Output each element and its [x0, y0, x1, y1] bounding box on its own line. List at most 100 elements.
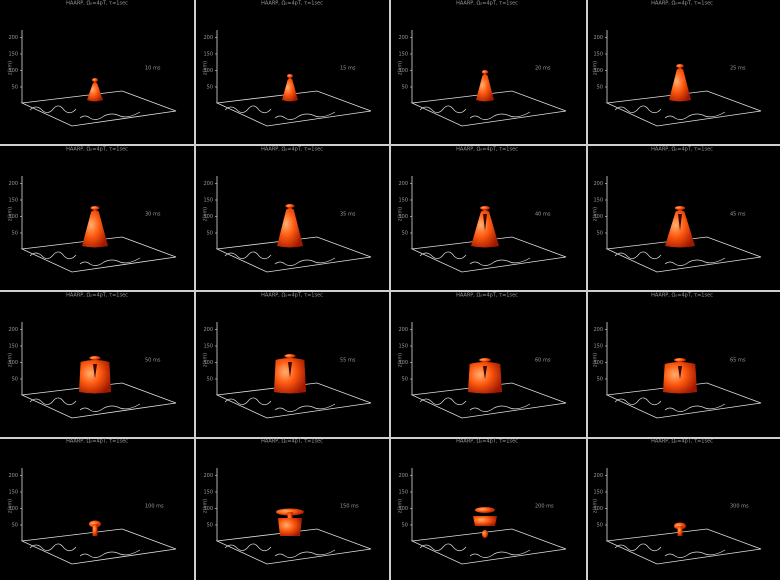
- axis-label: z(km): [203, 61, 209, 75]
- panel-title: HAARP, Ω₀=4pT, τ=1sec: [651, 439, 713, 445]
- tick-label: 150: [203, 198, 213, 204]
- tick-label: 100: [398, 214, 408, 220]
- coastline: [224, 397, 336, 412]
- tick-label: 150: [398, 490, 408, 496]
- panel: HAARP, Ω₀=4pT, τ=1sec 30 ms z(km) 50 100 150 2…: [8, 147, 177, 273]
- tick-label: 100: [8, 214, 18, 220]
- coastline: [614, 397, 726, 412]
- axis-label: z(km): [398, 207, 404, 221]
- panel: HAARP, Ω₀=4pT, τ=1sec 100 ms z(km) 50 100 150…: [8, 439, 177, 565]
- tick-label: 200: [593, 181, 603, 187]
- axis-label: z(km): [8, 353, 14, 367]
- floor: [410, 528, 567, 565]
- tick-label: 200: [398, 181, 408, 187]
- time-label: 55 ms: [340, 358, 356, 364]
- panel-title: HAARP, Ω₀=4pT, τ=1sec: [261, 439, 323, 445]
- plume: [276, 508, 304, 536]
- plume-top: [92, 78, 98, 82]
- plume: [87, 78, 103, 102]
- plume-top: [89, 356, 101, 360]
- plume: [674, 522, 686, 536]
- axis-label: z(km): [398, 61, 404, 75]
- plume-body: [476, 74, 494, 102]
- tick-label: 200: [203, 473, 213, 479]
- panel-title: HAARP, Ω₀=4pT, τ=1sec: [66, 1, 128, 7]
- tick-label: 50: [597, 377, 603, 383]
- time-label: 45 ms: [730, 212, 746, 218]
- plume-body: [669, 68, 691, 102]
- tick-label: 100: [8, 68, 18, 74]
- tick-label: 150: [8, 198, 18, 204]
- time-label: 20 ms: [535, 66, 551, 72]
- panel-title: HAARP, Ω₀=4pT, τ=1sec: [261, 147, 323, 153]
- panel-title: HAARP, Ω₀=4pT, τ=1sec: [261, 1, 323, 7]
- plume-stem: [92, 524, 98, 536]
- coastline: [224, 543, 336, 558]
- plume-body: [82, 210, 108, 248]
- panel-title: HAARP, Ω₀=4pT, τ=1sec: [66, 293, 128, 299]
- plume-gap: [483, 366, 487, 380]
- tick-label: 200: [593, 473, 603, 479]
- coastline: [419, 251, 531, 266]
- tick-label: 100: [398, 68, 408, 74]
- tick-label: 50: [597, 523, 603, 529]
- tick-label: 150: [593, 198, 603, 204]
- axis-label: z(km): [203, 353, 209, 367]
- panel: HAARP, Ω₀=4pT, τ=1sec 300 ms z(km) 50 100 150…: [593, 439, 762, 565]
- tick-label: 50: [12, 377, 18, 383]
- tick-label: 150: [593, 490, 603, 496]
- tick-label: 200: [8, 327, 18, 333]
- tick-label: 50: [402, 85, 408, 91]
- plume: [274, 354, 306, 394]
- coastline: [419, 543, 531, 558]
- coastline: [614, 251, 726, 266]
- plume-gap: [483, 214, 487, 231]
- tick-label: 50: [12, 523, 18, 529]
- coastline: [614, 105, 726, 120]
- axis-label: z(km): [593, 353, 599, 367]
- tick-label: 150: [8, 344, 18, 350]
- tick-label: 100: [203, 360, 213, 366]
- coastline: [224, 105, 336, 120]
- axis-label: z(km): [8, 499, 14, 513]
- coastline: [419, 397, 531, 412]
- panel-title: HAARP, Ω₀=4pT, τ=1sec: [651, 147, 713, 153]
- tick-label: 50: [402, 377, 408, 383]
- tick-label: 100: [203, 68, 213, 74]
- panel: HAARP, Ω₀=4pT, τ=1sec 20 ms z(km) 50 100 150 2…: [398, 1, 567, 127]
- axis-label: z(km): [8, 207, 14, 221]
- plume: [82, 206, 108, 248]
- plume-top: [676, 64, 684, 68]
- panel: HAARP, Ω₀=4pT, τ=1sec 40 ms z(km) 50 100 150 2…: [398, 147, 567, 273]
- plume-body: [277, 208, 303, 248]
- tick-label: 100: [398, 506, 408, 512]
- panel: HAARP, Ω₀=4pT, τ=1sec 25 ms z(km) 50 100 150 2…: [593, 1, 762, 127]
- time-label: 200 ms: [535, 504, 554, 510]
- panel: HAARP, Ω₀=4pT, τ=1sec 15 ms z(km) 50 100 150 2…: [203, 1, 372, 127]
- plume-gap: [288, 362, 292, 378]
- tick-label: 100: [203, 214, 213, 220]
- coastline: [614, 543, 726, 558]
- axis-label: z(km): [203, 207, 209, 221]
- tick-label: 50: [12, 231, 18, 237]
- plume-top: [287, 74, 293, 78]
- time-label: 15 ms: [340, 66, 356, 72]
- panel-title: HAARP, Ω₀=4pT, τ=1sec: [66, 147, 128, 153]
- tick-label: 50: [207, 85, 213, 91]
- panel: HAARP, Ω₀=4pT, τ=1sec 35 ms z(km) 50 100 150 2…: [203, 147, 372, 273]
- plume: [282, 74, 298, 102]
- plume: [473, 507, 497, 538]
- coastline: [224, 251, 336, 266]
- plume-body: [278, 518, 302, 536]
- axis-label: z(km): [398, 499, 404, 513]
- plume-top: [284, 354, 296, 358]
- plume-top: [480, 206, 490, 210]
- tick-label: 50: [402, 523, 408, 529]
- tick-label: 50: [207, 377, 213, 383]
- time-label: 150 ms: [340, 504, 359, 510]
- plume: [468, 358, 502, 394]
- panel-title: HAARP, Ω₀=4pT, τ=1sec: [651, 1, 713, 7]
- panel: HAARP, Ω₀=4pT, τ=1sec 10 ms z(km) 50 100 150 2…: [8, 1, 177, 127]
- panel-title: HAARP, Ω₀=4pT, τ=1sec: [456, 439, 518, 445]
- tick-label: 100: [593, 214, 603, 220]
